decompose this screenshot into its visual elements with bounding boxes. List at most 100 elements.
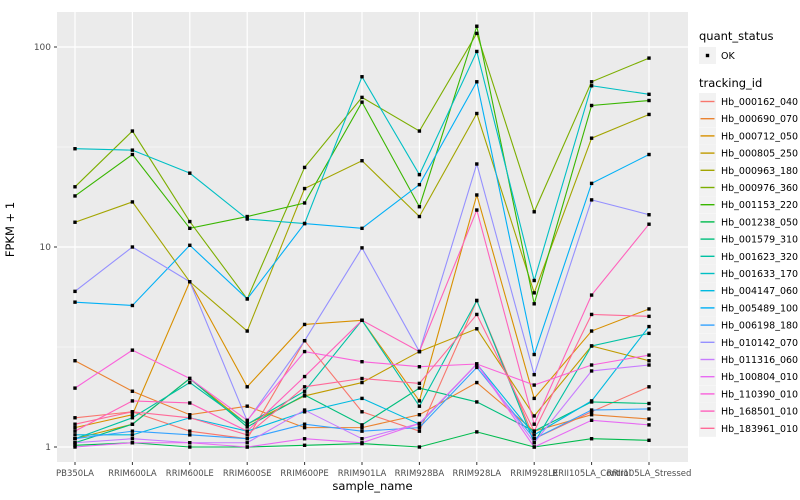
data-point — [73, 425, 77, 430]
data-point — [73, 433, 77, 437]
data-point — [532, 396, 536, 401]
data-point — [73, 445, 77, 449]
data-point — [245, 422, 249, 426]
data-point — [589, 181, 594, 186]
data-point — [360, 359, 364, 364]
data-point — [302, 201, 307, 205]
legend-label-Hb_000963_180: Hb_000963_180 — [721, 166, 798, 177]
data-point — [532, 441, 536, 445]
data-point — [417, 421, 422, 426]
data-point — [475, 193, 479, 197]
data-point — [475, 208, 479, 212]
data-point — [360, 95, 364, 100]
legend-label-Hb_168501_010: Hb_168501_010 — [721, 407, 798, 418]
data-point — [647, 417, 651, 421]
data-point — [475, 365, 479, 370]
data-point — [589, 80, 594, 84]
data-point — [360, 75, 364, 79]
data-point — [647, 359, 651, 363]
data-point — [73, 437, 77, 441]
data-point — [475, 312, 479, 317]
y-tick-label: 100 — [34, 43, 51, 53]
data-point — [130, 433, 135, 437]
data-point — [647, 385, 651, 389]
data-point — [245, 441, 249, 445]
data-point — [245, 429, 249, 433]
data-point — [130, 245, 135, 249]
data-point — [188, 433, 192, 437]
legend-label-ok: OK — [721, 51, 735, 62]
data-point — [647, 314, 651, 319]
data-point — [647, 92, 651, 97]
data-point — [360, 318, 364, 323]
data-point — [188, 413, 192, 417]
data-point — [73, 220, 77, 224]
data-point — [417, 205, 422, 209]
data-point — [73, 429, 77, 433]
data-point — [475, 327, 479, 331]
x-tick-label: RRII105LA_Control — [552, 469, 631, 479]
data-point — [532, 414, 536, 418]
data-point — [475, 49, 479, 54]
data-point — [647, 401, 651, 406]
data-point — [417, 429, 422, 433]
data-point — [532, 372, 536, 377]
data-point — [360, 441, 364, 445]
data-point — [589, 198, 594, 202]
data-point — [360, 425, 364, 430]
data-point — [417, 182, 422, 187]
data-point — [130, 152, 135, 157]
data-point — [302, 410, 307, 414]
legend-label-Hb_110390_010: Hb_110390_010 — [721, 389, 798, 400]
data-point — [302, 349, 307, 354]
x-tick-label: RRIM928BA — [395, 469, 445, 479]
data-point — [532, 433, 536, 437]
data-point — [360, 423, 364, 427]
data-point — [532, 445, 536, 449]
legend-label-Hb_011316_060: Hb_011316_060 — [721, 355, 798, 366]
data-point — [73, 359, 77, 363]
data-point — [475, 24, 479, 28]
data-point — [360, 376, 364, 381]
data-point — [417, 172, 422, 177]
data-point — [73, 194, 77, 198]
data-point — [73, 416, 77, 420]
data-point — [302, 339, 307, 343]
data-point — [589, 437, 594, 441]
data-point — [302, 322, 307, 327]
data-point — [532, 437, 536, 441]
data-point — [647, 56, 651, 60]
data-point — [245, 445, 249, 449]
data-point — [589, 399, 594, 403]
data-point — [360, 159, 364, 163]
data-point — [647, 307, 651, 311]
data-point — [417, 365, 422, 369]
data-point — [245, 385, 249, 389]
data-point — [188, 429, 192, 433]
data-point — [130, 422, 135, 426]
plot-panel — [57, 12, 688, 462]
data-point — [360, 246, 364, 250]
data-point — [647, 438, 651, 443]
data-point — [475, 400, 479, 404]
data-point — [532, 429, 536, 433]
legend-label-Hb_010142_070: Hb_010142_070 — [721, 338, 798, 349]
data-point — [302, 408, 307, 412]
data-point — [73, 185, 77, 189]
data-point — [73, 386, 77, 390]
data-point — [532, 210, 536, 214]
data-point — [130, 441, 135, 445]
data-point — [360, 380, 364, 385]
legend-label-Hb_005489_100: Hb_005489_100 — [721, 303, 798, 314]
data-point — [589, 369, 594, 373]
data-point — [589, 344, 594, 348]
legend-label-Hb_001623_320: Hb_001623_320 — [721, 252, 798, 263]
data-point — [532, 352, 536, 357]
x-tick-label: RRIM901LA — [338, 469, 387, 479]
data-point — [302, 437, 307, 441]
x-tick-label: RRIM600SE — [223, 469, 272, 479]
data-point — [245, 437, 249, 441]
data-point — [475, 362, 479, 366]
x-tick-label: RRIM928LA — [452, 469, 501, 479]
data-point — [130, 410, 135, 414]
